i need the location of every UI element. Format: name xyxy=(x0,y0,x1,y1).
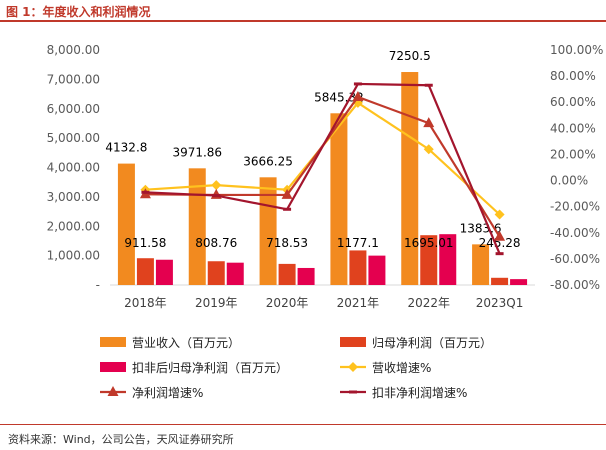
right-axis-tick-label: 60.00% xyxy=(550,95,596,109)
net-profit-data-label: 1695.01 xyxy=(404,236,454,250)
legend-label: 净利润增速% xyxy=(132,386,203,400)
right-axis-tick-label: -40.00% xyxy=(550,226,600,240)
bar-deducted_profit xyxy=(439,234,457,285)
right-axis-tick-label: -60.00% xyxy=(550,252,600,266)
legend-swatch xyxy=(100,337,126,347)
marker-net_profit_growth xyxy=(494,230,506,241)
bar-deducted_profit xyxy=(510,279,528,285)
legend-label: 扣非后归母净利润（百万元） xyxy=(132,361,288,375)
bar-net_profit xyxy=(420,235,438,285)
net-profit-data-label: 1177.1 xyxy=(337,236,379,250)
bar-revenue xyxy=(259,177,277,285)
legend-marker xyxy=(107,386,119,396)
legend-label: 营收增速% xyxy=(372,361,431,375)
right-axis-tick-label: 40.00% xyxy=(550,121,596,135)
revenue-data-label: 4132.8 xyxy=(105,141,147,155)
legend-marker xyxy=(348,362,358,372)
bar-revenue xyxy=(117,163,135,285)
marker-net_profit_growth xyxy=(352,91,364,101)
bar-deducted_profit xyxy=(297,267,315,285)
bar-net_profit xyxy=(136,258,154,285)
line-deducted_growth xyxy=(145,82,501,255)
x-axis-tick-label: 2021年 xyxy=(337,296,380,310)
x-axis-tick-label: 2018年 xyxy=(124,296,167,310)
legend-label: 归母净利润（百万元） xyxy=(372,336,492,350)
marker-revenue_growth xyxy=(494,209,505,220)
bar-revenue xyxy=(401,72,419,285)
source-note: 资料来源：Wind，公司公告，天风证券研究所 xyxy=(8,433,234,446)
legend-label: 营业收入（百万元） xyxy=(132,336,240,350)
source-rule xyxy=(0,424,606,425)
chart: - 1,000.00 2,000.00 3,000.00 4,000.00 5,000.0… xyxy=(47,43,604,400)
revenue-data-label: 7250.5 xyxy=(389,49,431,63)
right-axis-tick-label: 0.00% xyxy=(550,174,588,188)
revenue-data-label: 3971.86 xyxy=(172,145,222,159)
net-profit-data-label: 808.76 xyxy=(195,236,237,250)
x-axis-tick-label: 2023Q1 xyxy=(476,296,524,310)
left-axis-tick-label: 5,000.00 xyxy=(47,131,100,145)
left-axis-tick-label: 3,000.00 xyxy=(47,190,100,204)
x-axis-tick-label: 2020年 xyxy=(266,296,309,310)
net-profit-data-label: 245.28 xyxy=(479,236,521,250)
right-axis-tick-label: -20.00% xyxy=(550,200,600,214)
bar-net_profit xyxy=(207,261,225,285)
title-rule xyxy=(0,20,606,22)
left-axis-tick-label: - xyxy=(96,278,100,292)
bar-deducted_profit xyxy=(155,259,173,285)
legend-label: 扣非净利润增速% xyxy=(372,386,467,400)
right-axis-tick-label: -80.00% xyxy=(550,278,600,292)
left-axis-tick-label: 8,000.00 xyxy=(47,43,100,57)
right-axis-tick-label: 100.00% xyxy=(550,43,603,57)
legend-swatch xyxy=(100,362,126,372)
bar-revenue xyxy=(330,113,348,285)
bar-net_profit xyxy=(278,263,296,285)
marker-net_profit_growth xyxy=(281,188,293,199)
net-profit-data-label: 718.53 xyxy=(266,236,308,250)
right-axis-tick-label: 20.00% xyxy=(550,147,596,161)
right-axis-tick-label: 80.00% xyxy=(550,69,596,83)
marker-revenue_growth xyxy=(211,180,222,191)
marker-net_profit_growth xyxy=(423,117,435,128)
left-axis-tick-label: 1,000.00 xyxy=(47,249,100,263)
revenue-data-label: 3666.25 xyxy=(243,154,293,168)
x-axis-tick-label: 2019年 xyxy=(195,296,238,310)
bar-deducted_profit xyxy=(368,255,386,285)
left-axis-tick-label: 6,000.00 xyxy=(47,102,100,116)
left-axis-tick-label: 7,000.00 xyxy=(47,72,100,86)
bar-revenue xyxy=(472,244,490,285)
bar-net_profit xyxy=(349,250,367,285)
legend-swatch xyxy=(340,337,366,347)
bar-deducted_profit xyxy=(226,262,244,285)
net-profit-data-label: 911.58 xyxy=(124,236,166,250)
bar-net_profit xyxy=(491,277,509,285)
figure-title: 图 1：年度收入和利润情况 xyxy=(6,5,151,19)
marker-revenue_growth xyxy=(423,144,434,155)
bar-revenue xyxy=(188,168,206,285)
left-axis-tick-label: 2,000.00 xyxy=(47,219,100,233)
left-axis-tick-label: 4,000.00 xyxy=(47,161,100,175)
x-axis-tick-label: 2022年 xyxy=(407,296,450,310)
